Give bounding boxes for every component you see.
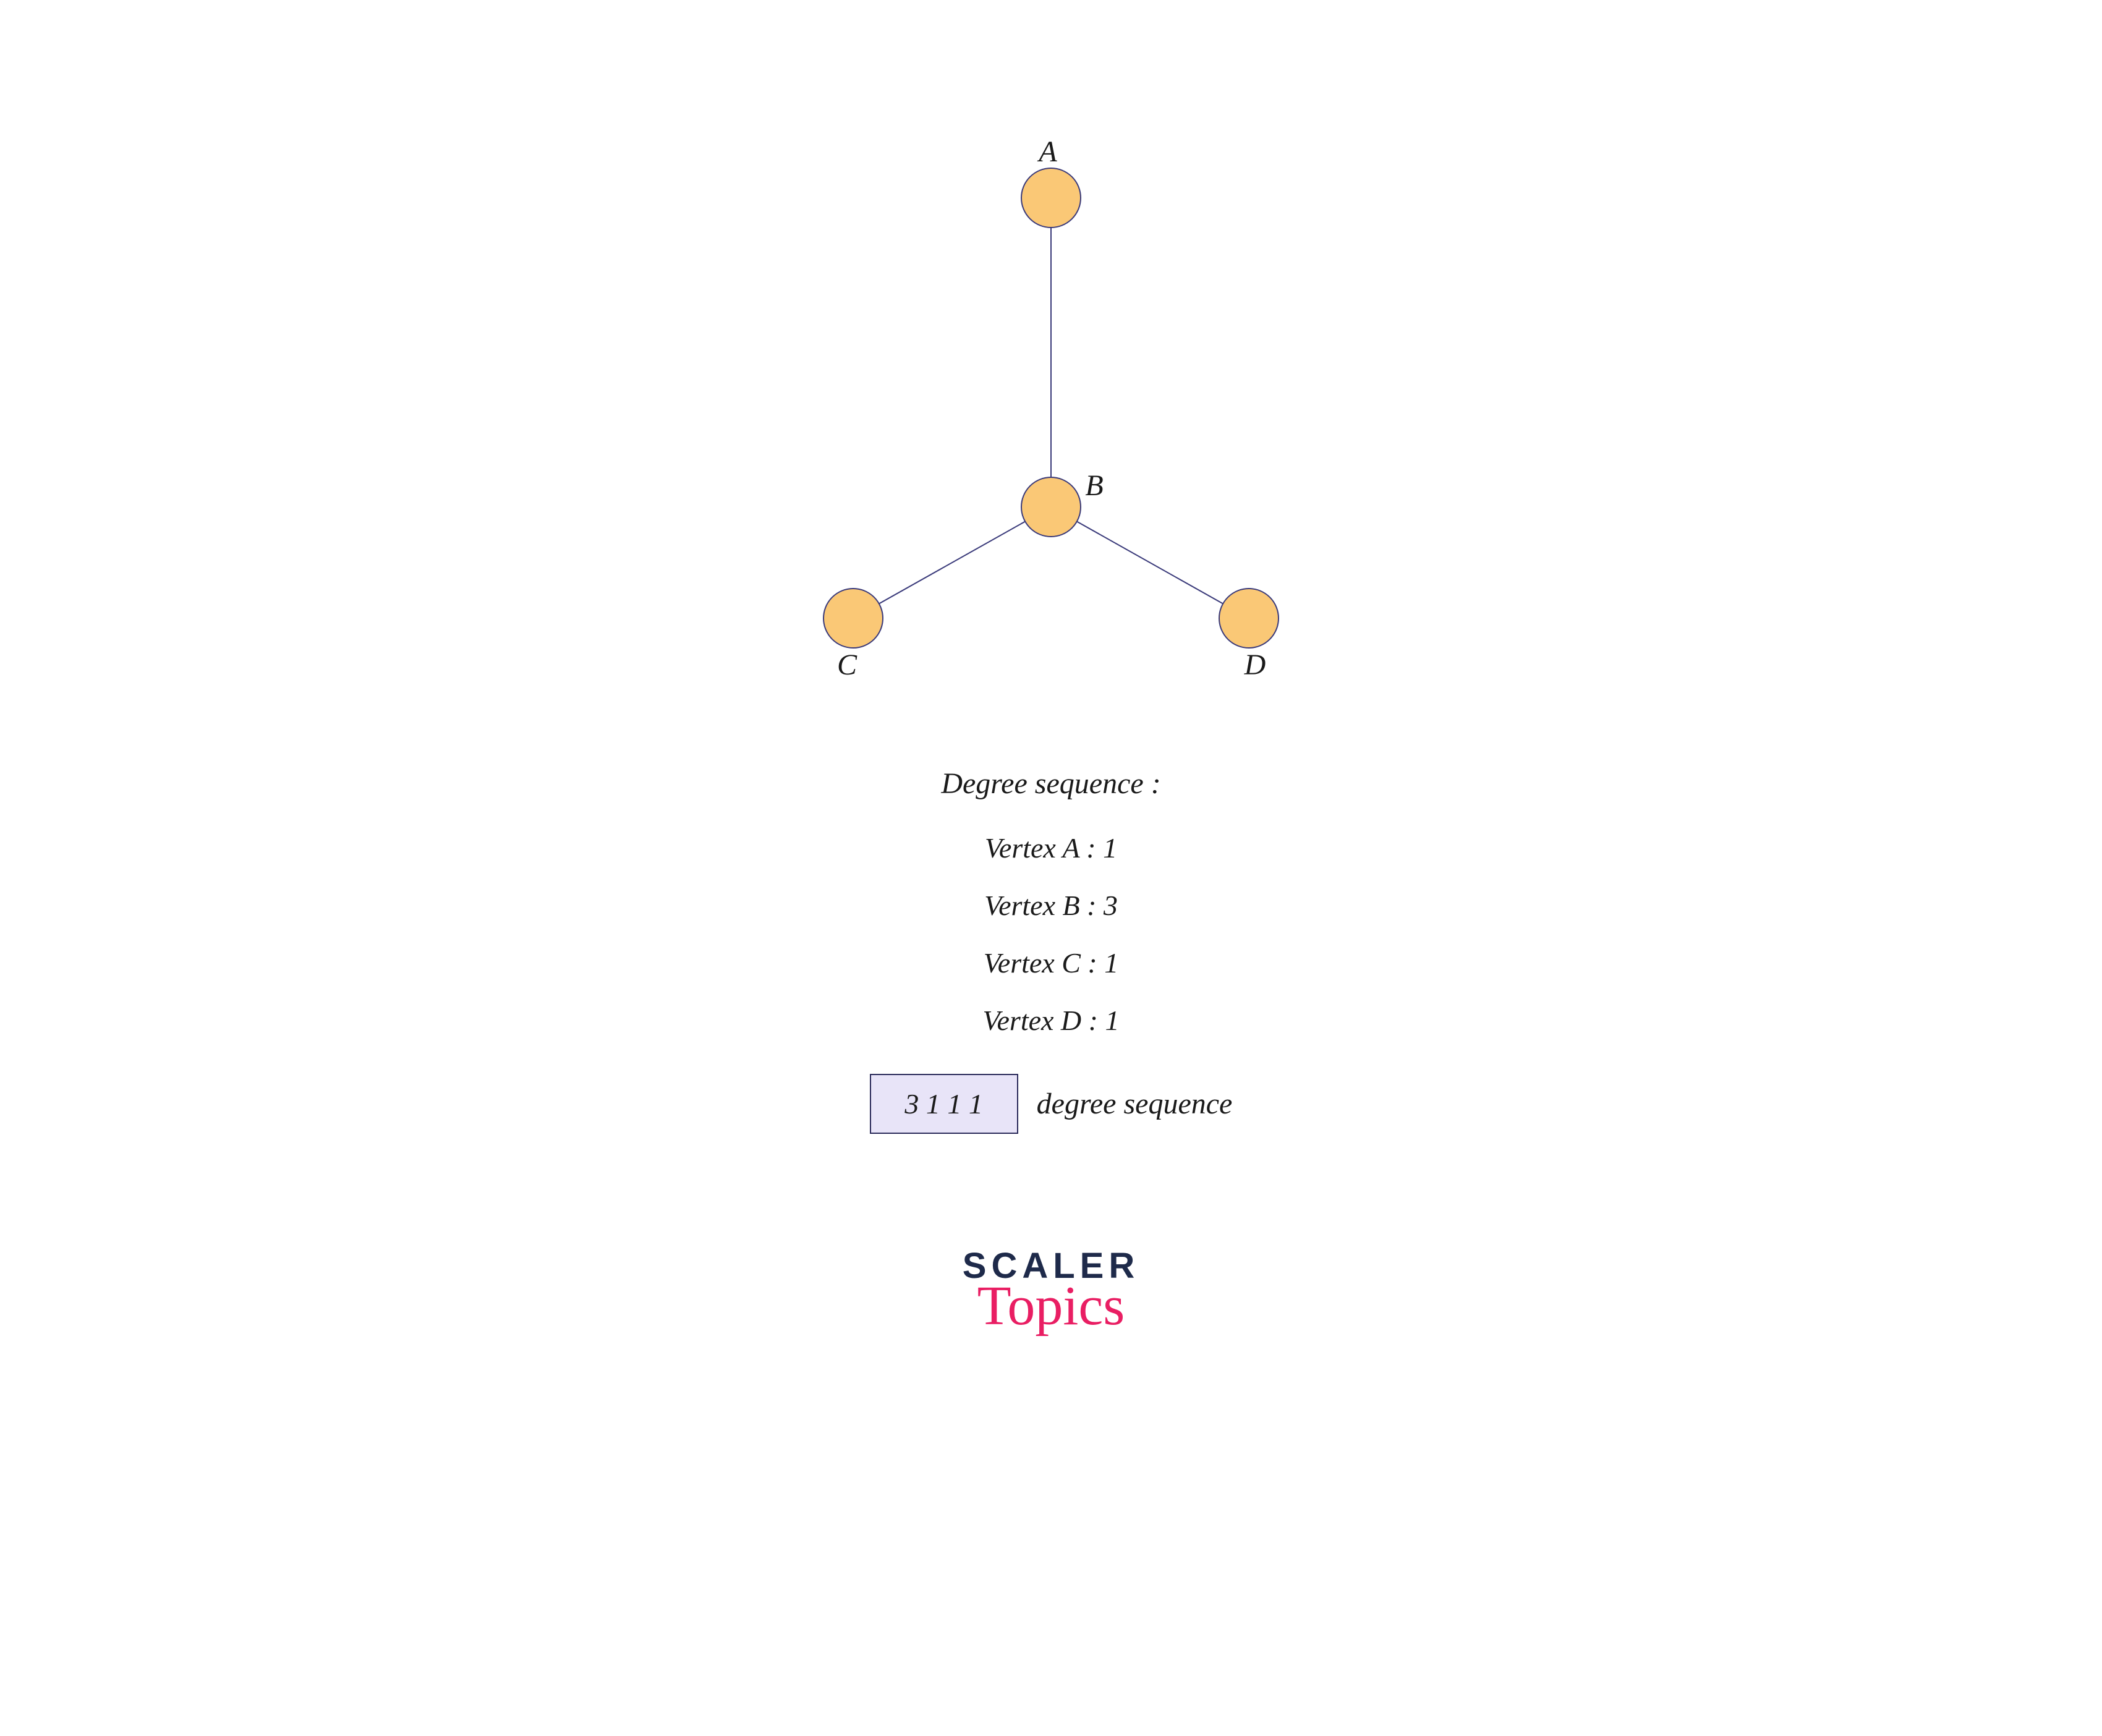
- diagram-container: ABCD Degree sequence : Vertex A : 1Verte…: [711, 124, 1391, 1338]
- graph-network: A B C D: [748, 124, 1354, 692]
- vertex-degree-line: Vertex B : 3: [711, 889, 1391, 922]
- logo: SCALER Topics: [711, 1245, 1391, 1338]
- edge-B-D: [1051, 507, 1249, 618]
- node-D: [1219, 589, 1279, 648]
- vertex-degree-line: Vertex D : 1: [711, 1004, 1391, 1037]
- node-B: [1021, 477, 1081, 537]
- edge-B-C: [853, 507, 1051, 618]
- degree-text-section: Degree sequence : Vertex A : 1 Vertex B :…: [711, 767, 1391, 1134]
- degree-sequence-row: 3 1 1 1 degree sequence: [711, 1074, 1391, 1134]
- vertex-degree-line: Vertex A : 1: [711, 832, 1391, 864]
- logo-topics-text: Topics: [711, 1274, 1391, 1338]
- degree-title: Degree sequence :: [711, 767, 1391, 801]
- vertex-degree-line: Vertex C : 1: [711, 947, 1391, 979]
- node-C: [823, 589, 883, 648]
- node-label-C: C: [837, 649, 857, 681]
- degree-sequence-box: 3 1 1 1: [870, 1074, 1018, 1134]
- node-label-D: D: [1244, 649, 1266, 681]
- node-label-A: A: [1037, 135, 1057, 168]
- node-A: [1021, 168, 1081, 228]
- degree-sequence-label: degree sequence: [1037, 1087, 1233, 1121]
- vertex-degree-list: Vertex A : 1 Vertex B : 3 Vertex C : 1 Vert…: [711, 832, 1391, 1037]
- node-label-B: B: [1085, 469, 1103, 502]
